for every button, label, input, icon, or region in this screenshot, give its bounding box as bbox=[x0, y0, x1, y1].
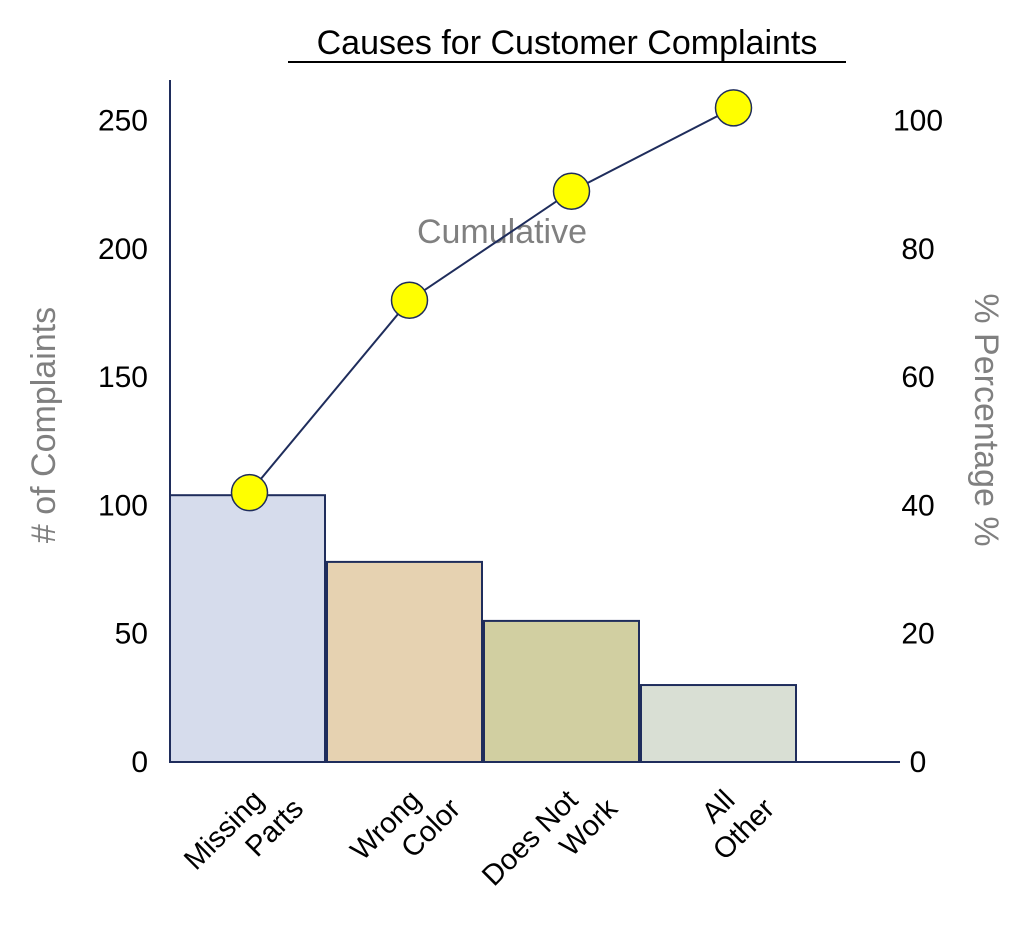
cumulative-point bbox=[714, 89, 753, 127]
y-tick-label: 250 bbox=[98, 105, 148, 138]
y2-tick-label: 20 bbox=[901, 618, 934, 651]
cumulative-point bbox=[230, 473, 269, 512]
cumulative-line bbox=[248, 106, 734, 494]
y2-tick-label: 60 bbox=[901, 361, 934, 394]
category-label-text: AllOther bbox=[683, 768, 781, 866]
category-label-text: Does NotWork bbox=[476, 768, 624, 916]
y-axis-title: # of Complaints bbox=[25, 307, 63, 543]
y2-tick-label: 0 bbox=[910, 746, 927, 779]
category-label: MissingParts bbox=[178, 769, 310, 901]
cumulative-line-group bbox=[230, 89, 753, 512]
chart-title: Causes for Customer Complaints bbox=[317, 24, 818, 62]
y-tick-label: 50 bbox=[115, 618, 148, 651]
bar-does-not-work bbox=[483, 619, 640, 764]
y2-tick-label: 100 bbox=[893, 105, 943, 138]
bars-group bbox=[169, 494, 797, 764]
bar-wrong-color bbox=[326, 560, 483, 764]
bar-all-other bbox=[640, 684, 797, 763]
category-label-text: WrongColor bbox=[345, 768, 467, 890]
category-label: Does NotWork bbox=[476, 768, 624, 916]
y-tick-label: 100 bbox=[98, 489, 148, 522]
category-label: WrongColor bbox=[345, 768, 467, 890]
y-tick-label: 200 bbox=[98, 233, 148, 266]
y2-tick-label: 40 bbox=[901, 489, 934, 522]
cumulative-point bbox=[390, 281, 429, 319]
axes-group bbox=[169, 80, 900, 763]
bar-missing-parts bbox=[169, 494, 326, 763]
cumulative-point bbox=[552, 172, 591, 210]
cumulative-label: Cumulative bbox=[417, 213, 587, 251]
category-labels-group: MissingParts WrongColor Does NotWork AllOth… bbox=[178, 768, 781, 916]
y2-axis-title: % Percentage % bbox=[967, 293, 1005, 546]
category-label-text: MissingParts bbox=[178, 769, 310, 901]
category-label: AllOther bbox=[683, 768, 781, 866]
y-tick-label: 150 bbox=[98, 361, 148, 394]
y-tick-label: 0 bbox=[131, 746, 148, 779]
y2-tick-label: 80 bbox=[901, 233, 934, 266]
tick-labels-group: 0 50 100 150 200 250 0 20 40 60 80 100 bbox=[98, 105, 943, 779]
